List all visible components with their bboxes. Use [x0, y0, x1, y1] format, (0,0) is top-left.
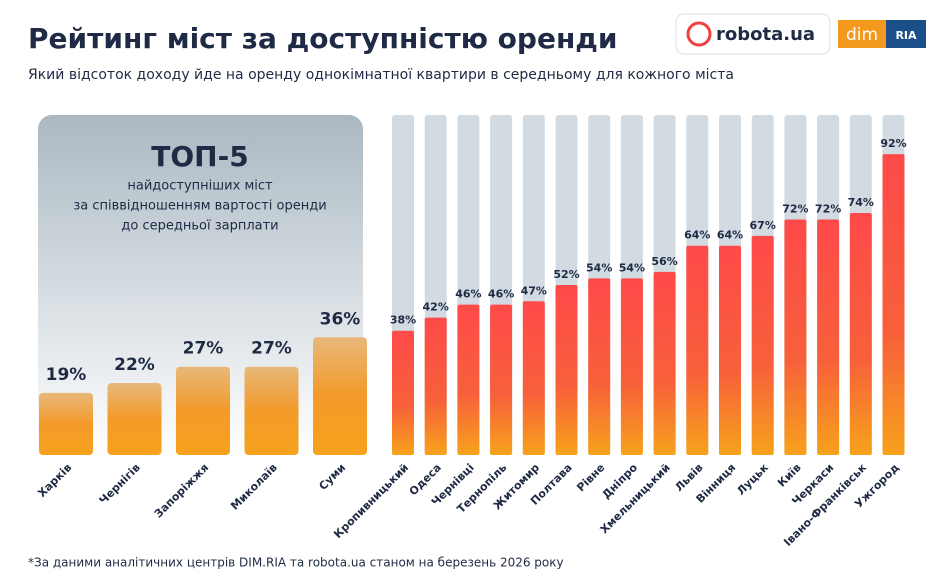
bar	[817, 219, 840, 455]
value-label: 36%	[320, 309, 361, 329]
bar	[392, 330, 414, 455]
subtitle: Який відсоток доходу йде на оренду однок…	[28, 67, 734, 83]
category-label: Чернігів	[97, 461, 143, 507]
category-label: Суми	[316, 461, 348, 493]
bar	[39, 392, 93, 455]
category-label: Київ	[775, 461, 804, 490]
bar	[424, 317, 447, 455]
value-label: 56%	[651, 255, 677, 268]
top5-line: за співвідношенням вартості оренди	[73, 199, 326, 214]
bar	[849, 213, 872, 455]
value-label: 42%	[423, 301, 449, 314]
title: Рейтинг міст за доступністю оренди	[28, 22, 618, 55]
bar	[457, 304, 480, 455]
robota-logo-box	[675, 13, 831, 55]
value-label: 92%	[880, 137, 906, 150]
top5-line: до середньої зарплати	[121, 219, 278, 234]
value-label: 64%	[684, 229, 710, 242]
value-label: 54%	[619, 261, 645, 274]
top5-line: найдоступніших міст	[127, 179, 273, 194]
value-label: 27%	[251, 339, 292, 359]
value-label: 22%	[114, 355, 155, 375]
ria-logo: RIA	[895, 29, 917, 42]
bar	[784, 219, 807, 455]
category-label: Луцьк	[734, 461, 771, 498]
dim-logo: dim	[846, 25, 878, 45]
value-label: 46%	[455, 288, 481, 301]
bar	[490, 304, 513, 455]
bar	[882, 154, 905, 455]
value-label: 72%	[815, 203, 841, 216]
bar	[107, 383, 162, 455]
category-label: Харків	[35, 461, 74, 500]
bar	[244, 366, 299, 455]
bar	[313, 337, 367, 455]
value-label: 47%	[521, 284, 547, 297]
ria-logo-box	[886, 20, 926, 48]
value-label: 74%	[848, 196, 874, 209]
category-label: Запоріжжя	[152, 461, 211, 520]
value-label: 19%	[46, 365, 87, 385]
footnote: *За даними аналітичних центрів DIM.RIA т…	[28, 556, 564, 570]
value-label: 38%	[390, 314, 416, 327]
bar	[588, 278, 611, 455]
value-label: 72%	[782, 203, 808, 216]
bar	[686, 245, 709, 455]
value-label: 52%	[553, 268, 579, 281]
value-label: 27%	[183, 339, 224, 359]
bar	[555, 284, 578, 455]
bar	[176, 366, 230, 455]
value-label: 46%	[488, 288, 514, 301]
category-label: Миколаїв	[228, 461, 280, 513]
value-label: 64%	[717, 229, 743, 242]
value-label: 67%	[750, 219, 776, 232]
bar	[653, 271, 676, 455]
bar	[620, 278, 643, 455]
value-label: 54%	[586, 261, 612, 274]
robota-logo: robota.ua	[716, 24, 815, 45]
dim-logo-box	[838, 20, 886, 48]
top5-title: ТОП-5	[151, 140, 248, 173]
bar	[719, 245, 741, 455]
bar	[522, 301, 545, 455]
robota-icon	[686, 21, 712, 47]
bar	[751, 235, 774, 455]
